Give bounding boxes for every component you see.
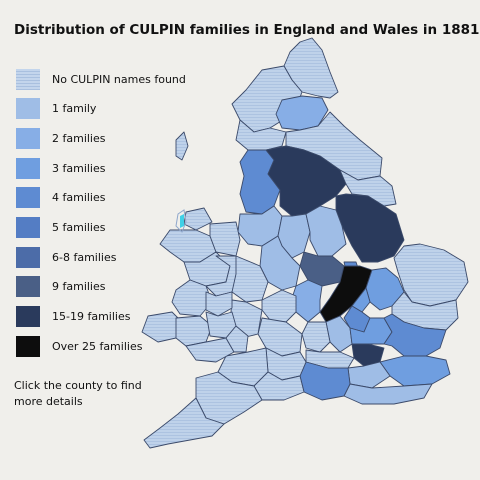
legend-item-3: 3 families [16,157,206,179]
legend-label: Over 25 families [52,339,143,353]
county-anglesey[interactable] [183,207,213,231]
legend-label: 1 family [52,102,97,116]
legend-swatch [16,216,40,238]
legend-swatch [16,187,40,209]
island-outline [175,209,187,233]
legend-label: No CULPIN names found [52,72,186,86]
legend-item-4: 4 families [16,187,206,209]
county-nottinghamshire[interactable] [305,205,347,257]
county-kent[interactable] [379,355,451,387]
legend-item-5: 5 families [16,216,206,238]
county-sussex[interactable] [343,383,433,405]
legend-item-9: 9 families [16,276,206,298]
county-monmouthshire[interactable] [225,325,249,353]
legend-label: 15-19 families [52,310,131,323]
legend-label: 3 families [52,161,106,175]
county-oxfordshire[interactable] [301,321,331,353]
legend-label: 9 families [52,280,106,294]
legend-label: 2 families [52,131,106,145]
legend-swatch [16,127,40,149]
county-east-riding[interactable] [339,169,397,207]
legend-label: 4 families [52,191,106,205]
legend-item-1: 1 family [16,98,206,120]
legend-item-2: 2 families [16,127,206,149]
legend-label: 6-8 families [52,250,117,264]
county-radnorshire[interactable] [205,291,233,317]
legend-item-none: No CULPIN names found [16,68,206,90]
map-title: Distribution of CULPIN families in Engla… [14,22,480,38]
legend-swatch [16,246,40,268]
county-worcestershire[interactable] [261,289,297,323]
county-pembrokeshire[interactable] [141,311,181,343]
island-fill [180,214,184,228]
legend-swatch [16,276,40,298]
legend-label: 5 families [52,220,106,234]
legend-swatch [16,98,40,120]
legend-swatch [16,68,40,90]
county-hampshire[interactable] [299,361,351,401]
legend-swatch [16,306,40,327]
legend-item-6-8: 6-8 families [16,246,206,268]
click-hint: Click the county to find more details [14,379,142,408]
county-northumberland[interactable] [283,37,339,99]
legend-swatch [16,335,40,357]
legend-swatch [16,157,40,179]
county-westmorland[interactable] [235,119,287,151]
county-isle-of-man-area[interactable] [175,131,189,161]
legend-item-over-25: Over 25 families [16,335,206,357]
legend-item-15-19: 15-19 families [16,306,206,328]
county-cornwall[interactable] [143,397,225,449]
legend: No CULPIN names found 1 family 2 familie… [16,68,206,365]
county-dorset[interactable] [253,371,305,401]
county-warwickshire[interactable] [291,279,323,323]
